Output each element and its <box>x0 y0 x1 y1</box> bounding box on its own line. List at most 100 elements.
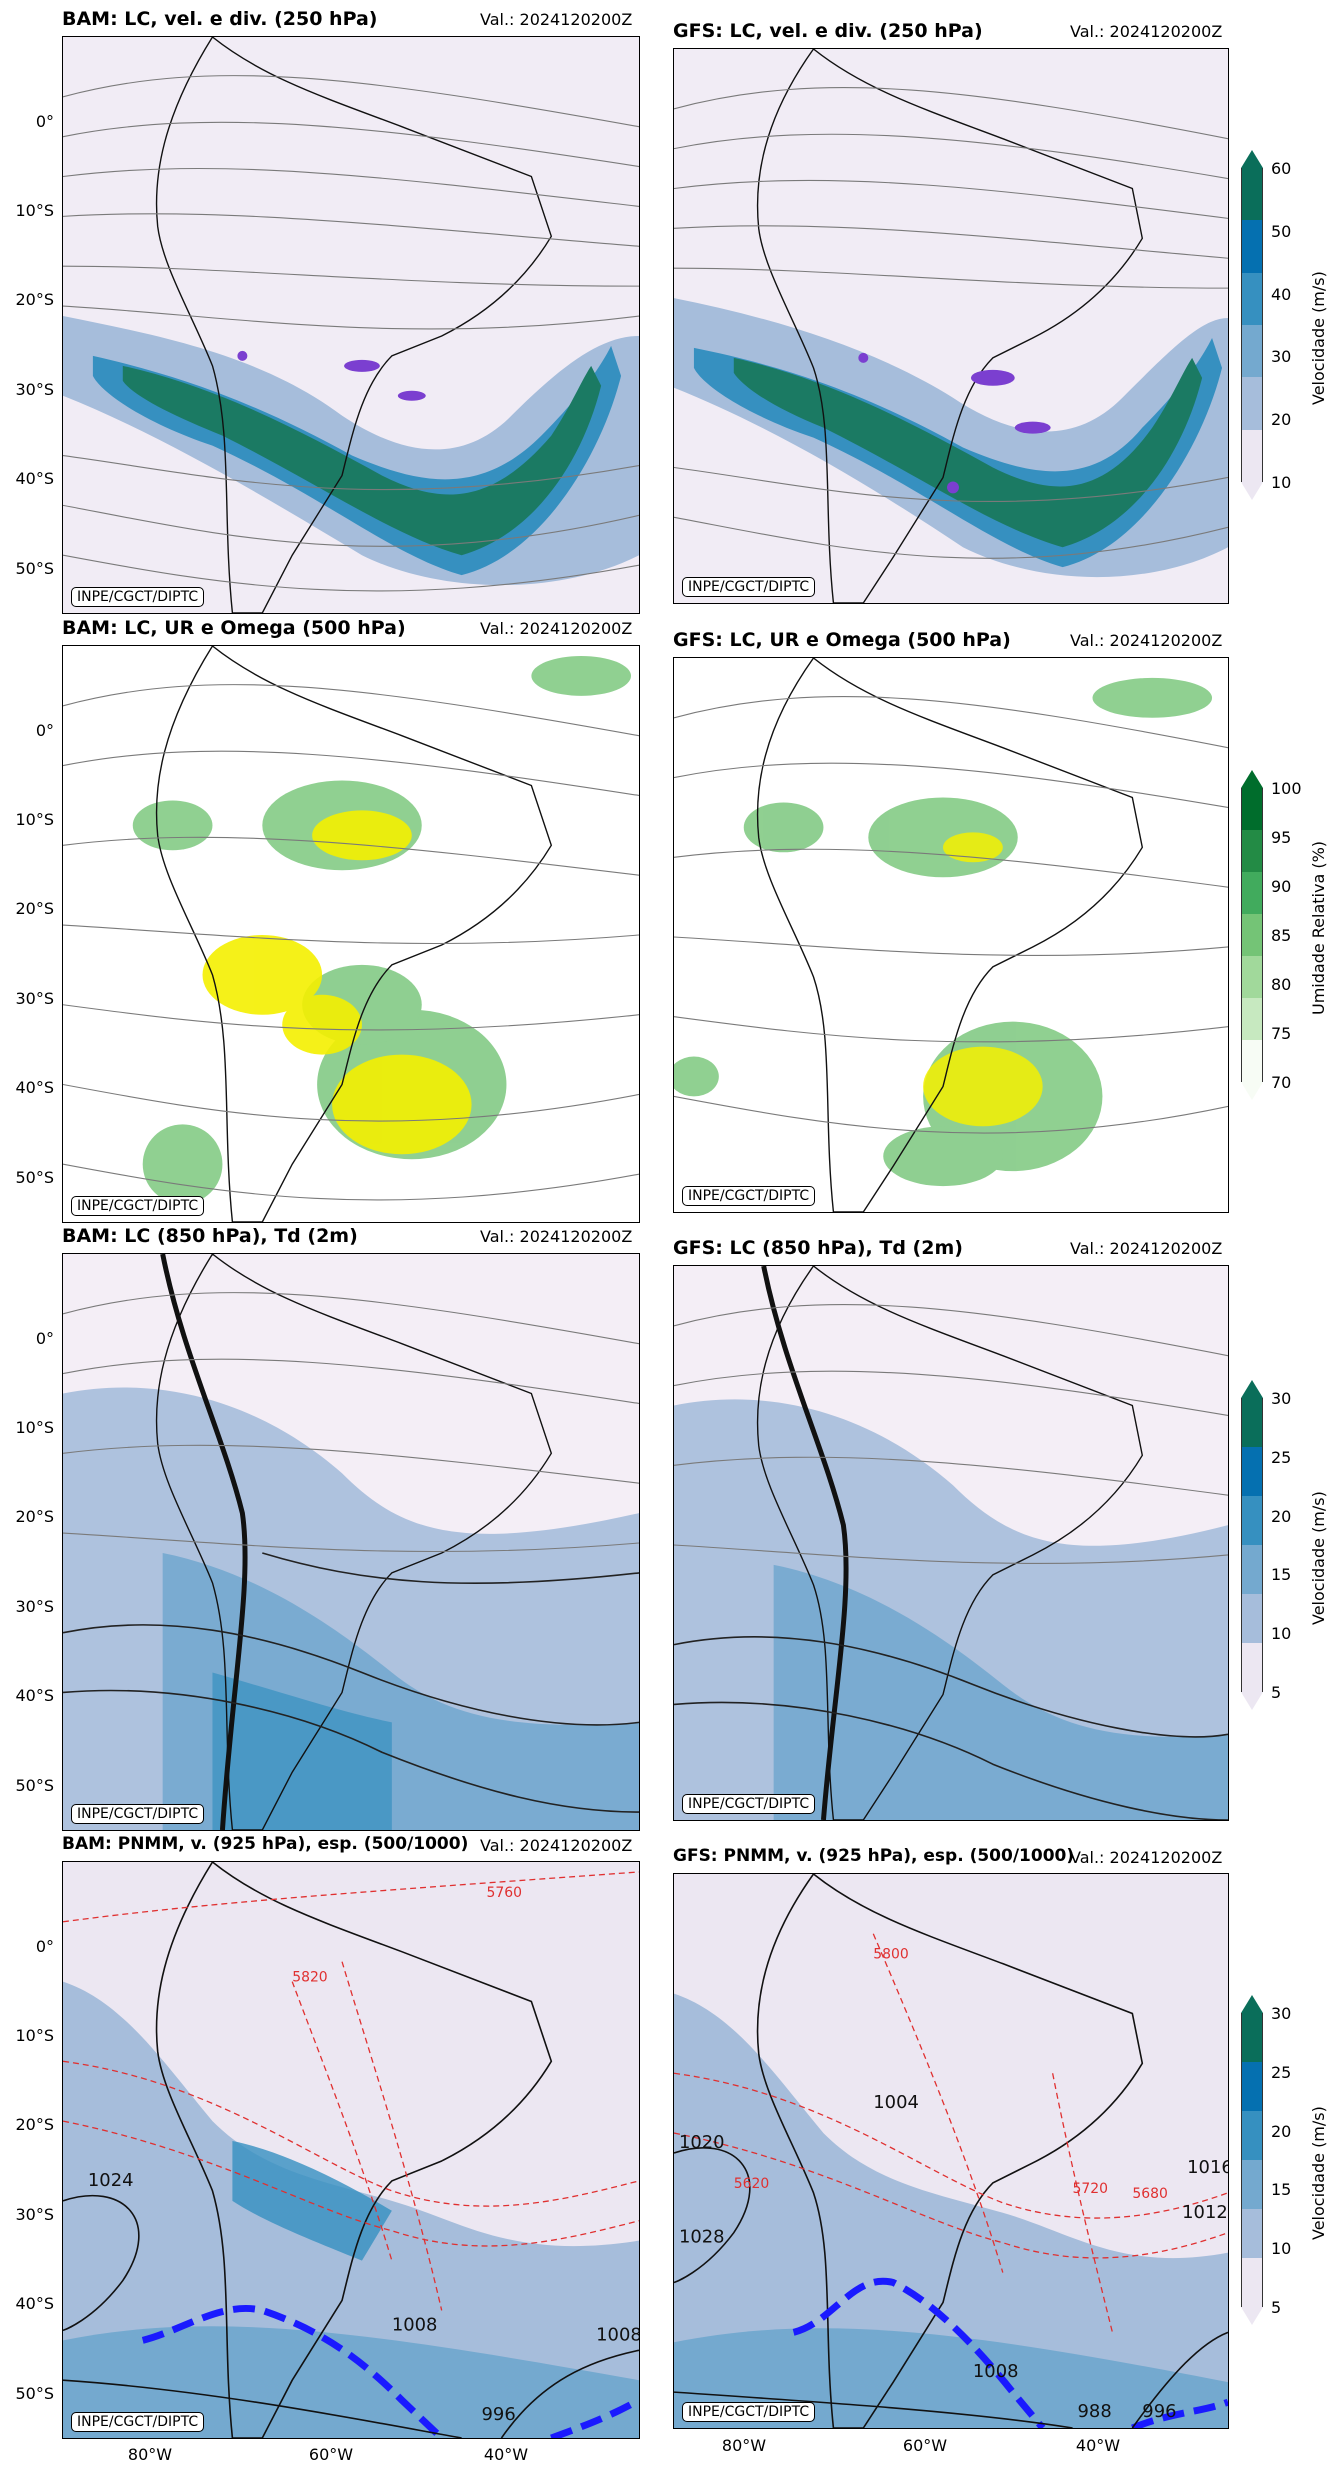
latitude-label: 0° <box>35 721 54 740</box>
colorbar-tick-label: 25 <box>1271 1447 1292 1467</box>
colorbar-tick-label: 10 <box>1271 473 1292 492</box>
panel-title: BAM: LC (850 hPa), Td (2m) <box>62 1225 358 1247</box>
colorbar-label: Velocidade (m/s) <box>1309 271 1328 405</box>
latitude-label: 20°S <box>15 290 54 309</box>
panel-title: BAM: PNMM, v. (925 hPa), esp. (500/1000) <box>62 1834 469 1854</box>
colorbar-extend-max <box>1241 770 1263 788</box>
latitude-label: 50°S <box>15 559 54 578</box>
panel-title: BAM: LC, UR e Omega (500 hPa) <box>62 617 406 639</box>
colorbar-segment <box>1241 2013 1263 2062</box>
colorbar-extend-max <box>1241 150 1263 168</box>
contour-label: 1008 <box>973 2361 1019 2382</box>
colorbar-segment <box>1241 1643 1263 1692</box>
colorbar-segment <box>1241 998 1263 1040</box>
colorbar-tick-label: 15 <box>1271 1565 1292 1585</box>
longitude-label: 40°W <box>1075 2436 1121 2455</box>
latitude-label: 30°S <box>15 1597 54 1616</box>
contour-label: 5680 <box>1132 2186 1167 2202</box>
colorbar-tick-label: 60 <box>1271 159 1292 178</box>
panel-title: GFS: LC, UR e Omega (500 hPa) <box>673 629 1011 651</box>
colorbar-extend-min <box>1241 2307 1263 2325</box>
colorbar-segment <box>1241 220 1263 273</box>
panel-valid-time: Val.: 2024120200Z <box>1070 631 1223 650</box>
latitude-label: 40°S <box>15 1078 54 1097</box>
colorbar-segment <box>1241 1040 1263 1082</box>
map-gfs-pnmm: 5800 5620 5720 5680 1004 1020 1016 1012 1028 100… <box>673 1873 1229 2429</box>
latitude-label: 0° <box>35 112 54 131</box>
colorbar-label: Umidade Relativa (%) <box>1309 840 1328 1015</box>
colorbar-extend-min <box>1241 482 1263 500</box>
panel-valid-time: Val.: 2024120200Z <box>480 1227 633 1246</box>
credit-label: INPE/CGCT/DIPTC <box>71 587 205 607</box>
latitude-label: 10°S <box>15 1418 54 1437</box>
map-gfs-850: INPE/CGCT/DIPTC <box>673 1265 1229 1821</box>
contour-label: 1020 <box>679 2132 725 2153</box>
credit-label: INPE/CGCT/DIPTC <box>682 1794 816 1814</box>
colorbar-segment <box>1241 956 1263 998</box>
map-bam-850: INPE/CGCT/DIPTC <box>62 1253 640 1831</box>
contour-label: 5800 <box>873 1947 908 1963</box>
credit-label: INPE/CGCT/DIPTC <box>682 2402 816 2422</box>
colorbar-tick-label: 20 <box>1271 410 1292 430</box>
colorbar-label: Velocidade (m/s) <box>1309 2106 1328 2240</box>
colorbar-segment <box>1241 2111 1263 2160</box>
credit-label: INPE/CGCT/DIPTC <box>682 577 816 597</box>
longitude-label: 40°W <box>483 2445 529 2464</box>
colorbar-segment <box>1241 2062 1263 2111</box>
contour-label: 5720 <box>1073 2181 1108 2197</box>
contour-label: 1004 <box>873 2092 919 2113</box>
contour-label: 996 <box>482 2404 516 2425</box>
colorbar-label: Velocidade (m/s) <box>1309 1491 1328 1625</box>
contour-label: 1024 <box>88 2170 134 2191</box>
latitude-label: 30°S <box>15 2205 54 2224</box>
contour-label: 1016 <box>1187 2157 1228 2178</box>
latitude-label: 30°S <box>15 380 54 399</box>
latitude-label: 10°S <box>15 2026 54 2045</box>
colorbar-segment <box>1241 377 1263 430</box>
contour-label: 996 <box>1142 2401 1176 2422</box>
colorbar-segment <box>1241 1496 1263 1545</box>
colorbar-tick-label: 10 <box>1271 1624 1292 1644</box>
colorbar-segment <box>1241 1594 1263 1643</box>
longitude-label: 80°W <box>127 2445 173 2464</box>
latitude-label: 50°S <box>15 1168 54 1187</box>
latitude-label: 0° <box>35 1329 54 1348</box>
colorbar-tick-label: 5 <box>1271 2298 1282 2317</box>
colorbar-segment <box>1241 2160 1263 2209</box>
colorbar-segment <box>1241 830 1263 872</box>
panel-valid-time: Val.: 2024120200Z <box>1070 1848 1223 1867</box>
colorbar-segment <box>1241 2209 1263 2258</box>
colorbar-tick-label: 70 <box>1271 1073 1292 1092</box>
panel-valid-time: Val.: 2024120200Z <box>1070 22 1223 41</box>
colorbar-segment <box>1241 272 1263 325</box>
panel-valid-time: Val.: 2024120200Z <box>480 10 633 29</box>
colorbar-tick-label: 30 <box>1271 1389 1292 1408</box>
colorbar-tick-label: 85 <box>1271 926 1292 945</box>
longitude-label: 60°W <box>308 2445 354 2464</box>
latitude-label: 50°S <box>15 2384 54 2403</box>
map-gfs-500: INPE/CGCT/DIPTC <box>673 657 1229 1213</box>
contour-label: 5620 <box>734 2176 769 2192</box>
colorbar-velocidade-250: 10 20 30 40 50 60 Velocidade (m/s) <box>1241 150 1328 500</box>
colorbar-segment <box>1241 914 1263 956</box>
colorbar-tick-label: 40 <box>1271 284 1292 304</box>
latitude-label: 20°S <box>15 2115 54 2134</box>
contour-label: 5820 <box>292 1970 327 1986</box>
panel-title: BAM: LC, vel. e div. (250 hPa) <box>62 8 378 30</box>
colorbar-extend-max <box>1241 1995 1263 2013</box>
map-bam-pnmm: 5760 5820 1024 1008 996 1008 INPE/CGCT/DIPTC <box>62 1861 640 2439</box>
latitude-label: 10°S <box>15 201 54 220</box>
panel-title: GFS: LC, vel. e div. (250 hPa) <box>673 20 983 42</box>
colorbar-velocidade-925: 5 10 15 20 25 30 Velocidade (m/s) <box>1241 1995 1328 2325</box>
map-bam-500: INPE/CGCT/DIPTC <box>62 645 640 1223</box>
colorbar-umidade-relativa: 70 75 80 85 90 95 100 Umidade Relativa (%) <box>1241 770 1328 1100</box>
credit-label: INPE/CGCT/DIPTC <box>71 2412 205 2432</box>
latitude-label: 30°S <box>15 989 54 1008</box>
credit-label: INPE/CGCT/DIPTC <box>682 1186 816 1206</box>
panel-valid-time: Val.: 2024120200Z <box>480 1836 633 1855</box>
colorbar-segment <box>1241 1545 1263 1594</box>
colorbar-segment <box>1241 788 1263 830</box>
colorbar-tick-label: 20 <box>1271 1506 1292 1526</box>
credit-label: INPE/CGCT/DIPTC <box>71 1804 205 1824</box>
colorbar-segment <box>1241 1398 1263 1447</box>
